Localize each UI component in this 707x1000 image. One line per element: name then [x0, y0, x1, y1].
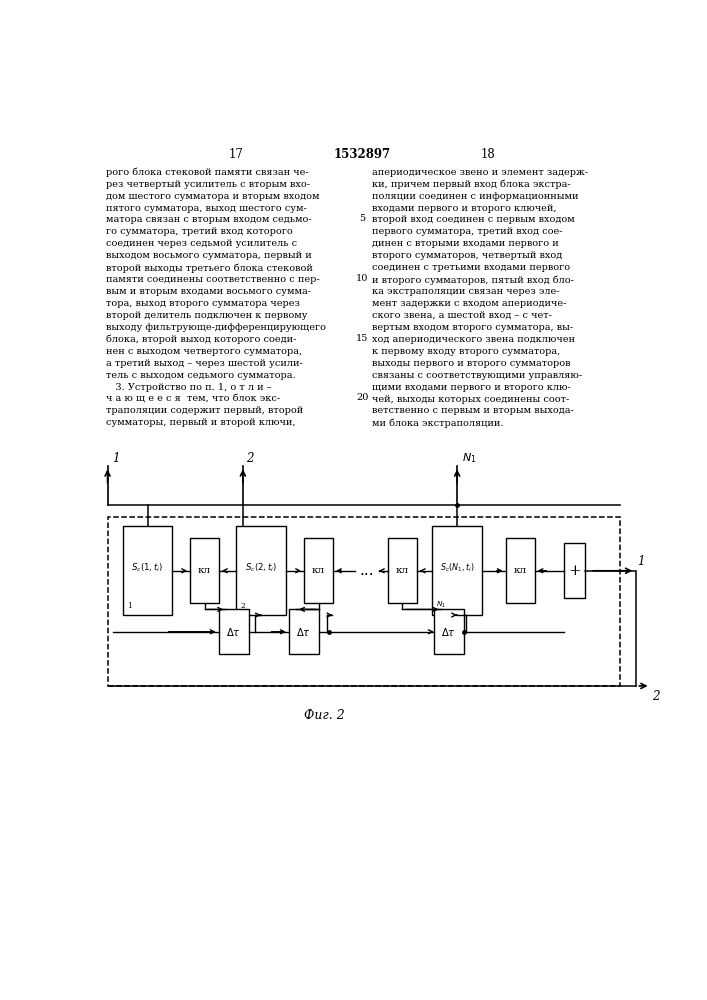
Text: траполяции содержит первый, второй: траполяции содержит первый, второй: [106, 406, 303, 415]
Bar: [506, 538, 534, 603]
Text: блока, второй выход которого соеди-: блока, второй выход которого соеди-: [106, 335, 296, 344]
Text: а третий выход – через шестой усили-: а третий выход – через шестой усили-: [106, 359, 303, 368]
Text: 2: 2: [240, 602, 245, 610]
Text: выходы первого и второго сумматоров: выходы первого и второго сумматоров: [372, 359, 571, 368]
Text: 1: 1: [127, 602, 132, 610]
Text: +: +: [568, 564, 580, 578]
Text: выходом восьмого сумматора, первый и: выходом восьмого сумматора, первый и: [106, 251, 312, 260]
Text: рого блока стековой памяти связан че-: рого блока стековой памяти связан че-: [106, 168, 308, 177]
Text: $S_c(N_1,t_i)$: $S_c(N_1,t_i)$: [440, 561, 474, 574]
Text: второй выходы третьего блока стековой: второй выходы третьего блока стековой: [106, 263, 312, 273]
Text: 1: 1: [112, 452, 119, 465]
Text: 1: 1: [637, 555, 644, 568]
Bar: [288, 609, 319, 654]
Text: 2: 2: [246, 452, 254, 465]
Text: $N_1$: $N_1$: [462, 451, 476, 465]
Text: пятого сумматора, выход шестого сум-: пятого сумматора, выход шестого сум-: [106, 204, 307, 213]
Text: $S_c(2,t_i)$: $S_c(2,t_i)$: [245, 561, 277, 574]
Text: первого сумматора, третий вход сое-: первого сумматора, третий вход сое-: [372, 227, 563, 236]
Bar: [388, 538, 417, 603]
Text: $\Delta\tau$: $\Delta\tau$: [441, 626, 456, 638]
Text: вертым входом второго сумматора, вы-: вертым входом второго сумматора, вы-: [372, 323, 573, 332]
Text: вым и вторым входами восьмого сумма-: вым и вторым входами восьмого сумма-: [106, 287, 311, 296]
Text: матора связан с вторым входом седьмо-: матора связан с вторым входом седьмо-: [106, 215, 312, 224]
Text: входами первого и второго ключей,: входами первого и второго ключей,: [372, 204, 556, 213]
Text: ми блока экстраполяции.: ми блока экстраполяции.: [372, 418, 503, 428]
Text: 2: 2: [652, 690, 659, 703]
Text: 5: 5: [359, 214, 366, 223]
Text: динен с вторыми входами первого и: динен с вторыми входами первого и: [372, 239, 559, 248]
Text: щими входами первого и второго клю-: щими входами первого и второго клю-: [372, 383, 571, 392]
Text: рез четвертый усилитель с вторым вхо-: рез четвертый усилитель с вторым вхо-: [106, 180, 310, 189]
Bar: [434, 609, 464, 654]
Text: 1532897: 1532897: [334, 148, 391, 161]
Text: кл: кл: [513, 566, 527, 575]
Text: тора, выход второго сумматора через: тора, выход второго сумматора через: [106, 299, 300, 308]
Text: ветственно с первым и вторым выхода-: ветственно с первым и вторым выхода-: [372, 406, 574, 415]
Bar: [564, 543, 585, 598]
Text: ка экстраполяции связан через эле-: ка экстраполяции связан через эле-: [372, 287, 560, 296]
Text: нен с выходом четвертого сумматора,: нен с выходом четвертого сумматора,: [106, 347, 302, 356]
Text: апериодическое звено и элемент задерж-: апериодическое звено и элемент задерж-: [372, 168, 588, 177]
Text: Фиг. 2: Фиг. 2: [303, 709, 344, 722]
Text: 10: 10: [356, 274, 368, 283]
Bar: [107, 517, 620, 686]
Text: кл: кл: [312, 566, 325, 575]
Text: $\Delta\tau$: $\Delta\tau$: [296, 626, 311, 638]
Text: соединен через седьмой усилитель с: соединен через седьмой усилитель с: [106, 239, 297, 248]
Text: $\Delta\tau$: $\Delta\tau$: [226, 626, 241, 638]
Text: второй вход соединен с первым входом: второй вход соединен с первым входом: [372, 215, 575, 224]
Text: $S_c(1,t_i)$: $S_c(1,t_i)$: [132, 561, 163, 574]
Bar: [433, 526, 481, 615]
Text: второй делитель подключен к первому: второй делитель подключен к первому: [106, 311, 308, 320]
Text: го сумматора, третий вход которого: го сумматора, третий вход которого: [106, 227, 293, 236]
Text: ч а ю щ е е с я  тем, что блок экс-: ч а ю щ е е с я тем, что блок экс-: [106, 395, 280, 404]
Text: $N_1$: $N_1$: [436, 599, 446, 610]
Text: чей, выходы которых соединены соот-: чей, выходы которых соединены соот-: [372, 395, 569, 404]
Text: ход апериодического звена подключен: ход апериодического звена подключен: [372, 335, 575, 344]
Text: ...: ...: [359, 563, 374, 578]
Text: связаны с соответствующими управляю-: связаны с соответствующими управляю-: [372, 371, 583, 380]
Text: и второго сумматоров, пятый вход бло-: и второго сумматоров, пятый вход бло-: [372, 275, 574, 285]
Text: 20: 20: [356, 393, 368, 402]
Text: памяти соединены соответственно с пер-: памяти соединены соответственно с пер-: [106, 275, 320, 284]
Text: к первому входу второго сумматора,: к первому входу второго сумматора,: [372, 347, 561, 356]
Text: поляции соединен с информационными: поляции соединен с информационными: [372, 192, 579, 201]
Bar: [236, 526, 286, 615]
Bar: [123, 526, 173, 615]
Bar: [190, 538, 219, 603]
Text: второго сумматоров, четвертый вход: второго сумматоров, четвертый вход: [372, 251, 563, 260]
Text: ского звена, а шестой вход – с чет-: ского звена, а шестой вход – с чет-: [372, 311, 552, 320]
Text: соединен с третьими входами первого: соединен с третьими входами первого: [372, 263, 571, 272]
Text: 18: 18: [481, 148, 496, 161]
Text: ки, причем первый вход блока экстра-: ки, причем первый вход блока экстра-: [372, 180, 571, 189]
Text: 3. Устройство по п. 1, о т л и –: 3. Устройство по п. 1, о т л и –: [106, 383, 271, 392]
Bar: [304, 538, 333, 603]
Bar: [218, 609, 249, 654]
Text: 17: 17: [229, 148, 244, 161]
Text: мент задержки с входом апериодиче-: мент задержки с входом апериодиче-: [372, 299, 566, 308]
Text: кл: кл: [396, 566, 409, 575]
Text: дом шестого сумматора и вторым входом: дом шестого сумматора и вторым входом: [106, 192, 320, 201]
Text: сумматоры, первый и второй ключи,: сумматоры, первый и второй ключи,: [106, 418, 296, 427]
Text: 15: 15: [356, 334, 368, 343]
Text: выходу фильтрующе-дифференцирующего: выходу фильтрующе-дифференцирующего: [106, 323, 326, 332]
Text: кл: кл: [198, 566, 211, 575]
Text: тель с выходом седьмого сумматора.: тель с выходом седьмого сумматора.: [106, 371, 296, 380]
